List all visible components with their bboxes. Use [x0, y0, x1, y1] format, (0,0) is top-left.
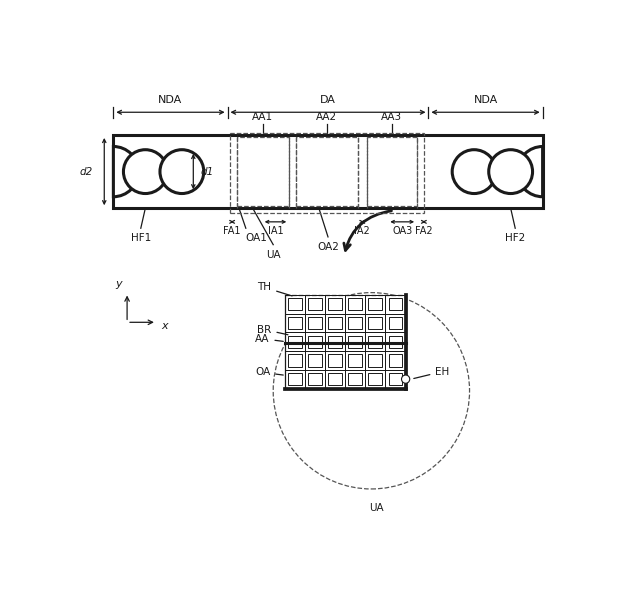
Text: FA1: FA1 [223, 227, 241, 237]
Bar [369, 317, 382, 329]
Bar [288, 373, 301, 385]
Bar [388, 298, 403, 310]
Text: IA2: IA2 [355, 227, 370, 237]
Text: UA: UA [369, 503, 383, 513]
Text: OA1: OA1 [246, 233, 268, 243]
Text: BR: BR [257, 324, 288, 335]
Bar [388, 336, 403, 348]
Bar [288, 298, 301, 310]
Bar [388, 373, 403, 385]
Bar [288, 336, 301, 348]
Bar [348, 354, 362, 366]
Text: NDA: NDA [474, 95, 498, 106]
Text: IA1: IA1 [268, 227, 284, 237]
Text: TH: TH [257, 282, 292, 296]
Text: d2: d2 [79, 167, 93, 177]
Wedge shape [518, 146, 543, 197]
Bar [288, 317, 301, 329]
Text: EH: EH [414, 366, 449, 378]
Bar [388, 354, 403, 366]
Bar [369, 298, 382, 310]
Text: d1: d1 [200, 167, 213, 177]
Circle shape [401, 375, 410, 383]
Bar [369, 373, 382, 385]
Text: AA2: AA2 [316, 112, 337, 122]
Bar [237, 138, 289, 206]
Text: FA2: FA2 [415, 227, 433, 237]
Bar [308, 354, 322, 366]
Bar [308, 373, 322, 385]
Bar [369, 336, 382, 348]
Bar [328, 298, 342, 310]
Text: AA: AA [255, 334, 284, 344]
Bar [367, 138, 417, 206]
Circle shape [124, 149, 167, 193]
Bar [328, 373, 342, 385]
Bar [328, 336, 342, 348]
Text: AA3: AA3 [381, 112, 403, 122]
Text: DA: DA [320, 95, 336, 106]
Circle shape [452, 149, 496, 193]
Bar [308, 336, 322, 348]
Bar [348, 336, 362, 348]
Circle shape [160, 149, 204, 193]
Text: UA: UA [266, 250, 280, 260]
Bar [348, 373, 362, 385]
Text: OA2: OA2 [317, 243, 339, 253]
Bar [348, 317, 362, 329]
Text: y: y [116, 279, 122, 289]
Bar [288, 354, 301, 366]
Bar [113, 135, 543, 208]
Circle shape [489, 149, 532, 193]
Text: OA: OA [255, 368, 284, 377]
Bar [328, 354, 342, 366]
Text: HF1: HF1 [131, 233, 151, 243]
Text: HF2: HF2 [505, 233, 525, 243]
Wedge shape [113, 146, 138, 197]
Bar [308, 298, 322, 310]
Text: NDA: NDA [158, 95, 182, 106]
Bar [285, 295, 406, 388]
Bar [388, 317, 403, 329]
Bar [348, 298, 362, 310]
Bar [296, 138, 358, 206]
Bar [328, 317, 342, 329]
Text: x: x [161, 321, 168, 331]
Text: OA3: OA3 [392, 227, 412, 237]
Bar [308, 317, 322, 329]
Text: AA1: AA1 [252, 112, 273, 122]
Circle shape [273, 292, 470, 489]
Bar [230, 133, 424, 213]
Bar [369, 354, 382, 366]
